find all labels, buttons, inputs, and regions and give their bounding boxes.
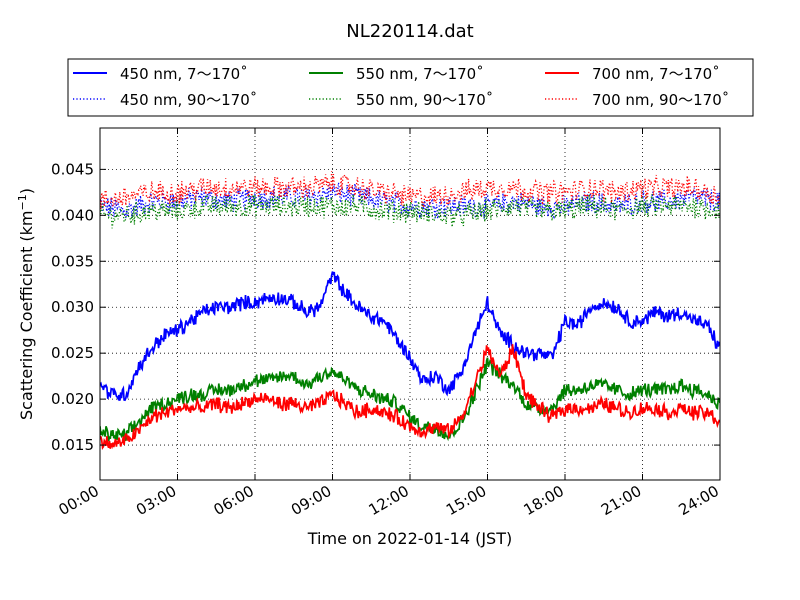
y-tick-label: 0.040 [51, 206, 94, 224]
x-tick-label: 12:00 [366, 482, 412, 519]
legend-label: 700 nm, 90～170˚ [592, 91, 729, 109]
legend-label: 450 nm, 90～170˚ [120, 91, 257, 109]
series-layer [100, 171, 720, 451]
y-tick-label: 0.045 [51, 160, 94, 178]
x-axis-label: Time on 2022-01-14 (JST) [307, 529, 512, 548]
x-tick-label: 21:00 [598, 482, 644, 519]
x-tick-label: 09:00 [288, 482, 334, 519]
legend: 450 nm, 7～170˚ 450 nm, 90～170˚ 550 nm, 7～1… [67, 58, 754, 117]
series-line [100, 271, 720, 402]
series-line [100, 194, 720, 229]
series-line [100, 344, 720, 451]
y-tick-label: 0.020 [51, 390, 94, 408]
y-axis-label: Scattering Coefficient (km−1) [16, 188, 36, 420]
y-tick-label: 0.015 [51, 436, 94, 454]
x-tick-label: 06:00 [211, 482, 257, 519]
legend-frame [67, 58, 754, 117]
x-tick-label: 18:00 [521, 482, 567, 519]
series-line [100, 182, 720, 220]
legend-label: 700 nm, 7～170˚ [592, 65, 720, 83]
x-tick-label: 15:00 [443, 482, 489, 519]
legend-label: 450 nm, 7～170˚ [120, 65, 248, 83]
legend-label: 550 nm, 7～170˚ [356, 65, 484, 83]
plot-area: 00:00 03:00 06:00 09:00 12:00 15:00 18:00 21:00… [51, 127, 722, 519]
y-tick-label: 0.035 [51, 252, 94, 270]
y-tick-label: 0.030 [51, 298, 94, 316]
x-tick-label: 03:00 [133, 482, 179, 519]
x-tick-label: 00:00 [56, 482, 102, 519]
y-tick-label: 0.025 [51, 344, 94, 362]
x-tick-label: 24:00 [676, 482, 722, 519]
chart-title: NL220114.dat [346, 21, 473, 42]
legend-label: 550 nm, 90～170˚ [356, 91, 493, 109]
